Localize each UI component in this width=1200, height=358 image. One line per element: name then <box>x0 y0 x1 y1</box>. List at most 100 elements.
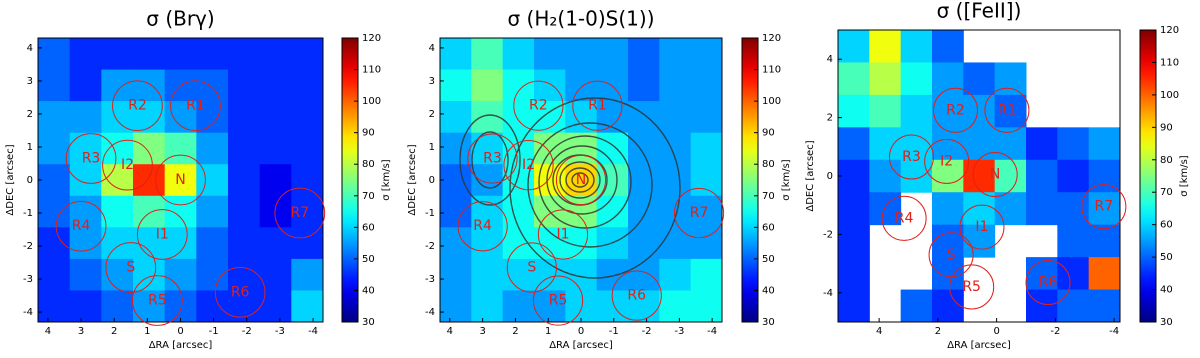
cell <box>838 127 870 161</box>
cell <box>440 132 472 165</box>
cell <box>259 69 292 102</box>
region-label: R4 <box>473 218 492 234</box>
region-label: I2 <box>522 157 535 173</box>
y-tick-label: 4 <box>27 43 33 54</box>
cell <box>101 38 134 71</box>
cell <box>565 69 598 102</box>
cell <box>869 159 902 193</box>
region-circle <box>105 242 157 293</box>
region-circle <box>170 80 221 132</box>
region-label: R3 <box>483 151 502 167</box>
x-tick-label: 4 <box>45 326 51 337</box>
x-axis-label: ΔRA [arcsec] <box>947 340 1011 351</box>
cell <box>133 132 166 165</box>
cell <box>69 132 102 165</box>
cell <box>900 289 933 323</box>
cell <box>994 159 1027 193</box>
cell <box>994 127 1027 161</box>
cell <box>259 164 292 197</box>
chart-title: σ (H₂(1-0)S(1)) <box>508 7 655 31</box>
cell <box>259 258 292 291</box>
cell <box>869 127 902 161</box>
region-circle <box>155 154 206 206</box>
cell <box>133 258 166 291</box>
y-tick-label: -1 <box>23 208 33 219</box>
cell <box>259 38 292 71</box>
y-tick-label: -3 <box>425 274 435 285</box>
cell <box>291 164 324 197</box>
region-circle <box>136 209 188 260</box>
cell <box>534 69 566 102</box>
region-label: I1 <box>975 219 988 235</box>
cell <box>628 227 660 260</box>
cell <box>133 69 166 102</box>
cell <box>228 101 261 134</box>
map <box>838 30 1121 323</box>
x-tick-label: 3 <box>479 326 485 337</box>
colorbar-tick-label: 40 <box>362 285 375 296</box>
cell <box>565 101 598 134</box>
y-tick-label: -4 <box>425 307 435 318</box>
region-circle <box>102 139 153 191</box>
region-label: S <box>527 260 536 276</box>
cell <box>440 69 472 102</box>
cell <box>291 195 324 228</box>
colorbar-tick-label: 110 <box>762 65 781 76</box>
cell <box>471 227 504 260</box>
chart-title: σ ([FeII]) <box>937 0 1022 23</box>
region-label: R6 <box>627 288 646 304</box>
region-label: R2 <box>946 102 965 118</box>
cell <box>932 257 964 291</box>
cell <box>1057 127 1090 161</box>
region-circle <box>959 204 1005 250</box>
cell <box>164 227 197 260</box>
cell <box>101 132 134 165</box>
y-tick-label: 1 <box>429 142 435 153</box>
cell <box>502 164 535 197</box>
cell <box>690 164 723 197</box>
cell <box>690 132 723 165</box>
cell <box>291 258 324 291</box>
cell <box>628 38 660 71</box>
cell <box>196 69 229 102</box>
colorbar-tick-label: 100 <box>762 96 781 107</box>
cell <box>228 227 261 260</box>
cell <box>133 38 166 71</box>
region-circle <box>924 138 970 184</box>
cell <box>659 101 692 134</box>
cell <box>69 227 102 260</box>
cell <box>164 101 197 134</box>
cell <box>838 257 870 291</box>
cell <box>196 132 229 165</box>
cell <box>628 101 660 134</box>
cell <box>440 101 472 134</box>
cell <box>838 30 870 63</box>
cell <box>1088 257 1121 291</box>
cell <box>101 290 134 323</box>
cell <box>38 195 71 228</box>
region-circle <box>932 87 979 133</box>
cell <box>1088 224 1121 258</box>
region-label: R6 <box>231 284 250 300</box>
cell <box>228 69 261 102</box>
cell <box>164 38 197 71</box>
cell <box>565 38 598 71</box>
cell <box>471 290 504 323</box>
y-tick-label: -4 <box>23 307 33 318</box>
cell <box>690 38 723 71</box>
cell <box>659 38 692 71</box>
y-axis-label: ΔDEC [arcsec] <box>407 144 418 215</box>
cell <box>38 38 71 71</box>
region-circle <box>457 201 508 252</box>
colorbar-tick-label: 40 <box>762 285 775 296</box>
cell <box>1088 289 1121 323</box>
colorbar-tick-label: 120 <box>1160 25 1179 36</box>
colorbar-tick-label: 90 <box>362 128 375 139</box>
cell <box>869 94 902 128</box>
x-tick-label: -2 <box>642 326 652 337</box>
region-label: R6 <box>1039 275 1058 291</box>
colorbar-label: σ [km/s] <box>781 159 792 201</box>
region-circle <box>555 154 607 206</box>
cell <box>932 159 964 193</box>
x-tick-label: -2 <box>242 326 252 337</box>
